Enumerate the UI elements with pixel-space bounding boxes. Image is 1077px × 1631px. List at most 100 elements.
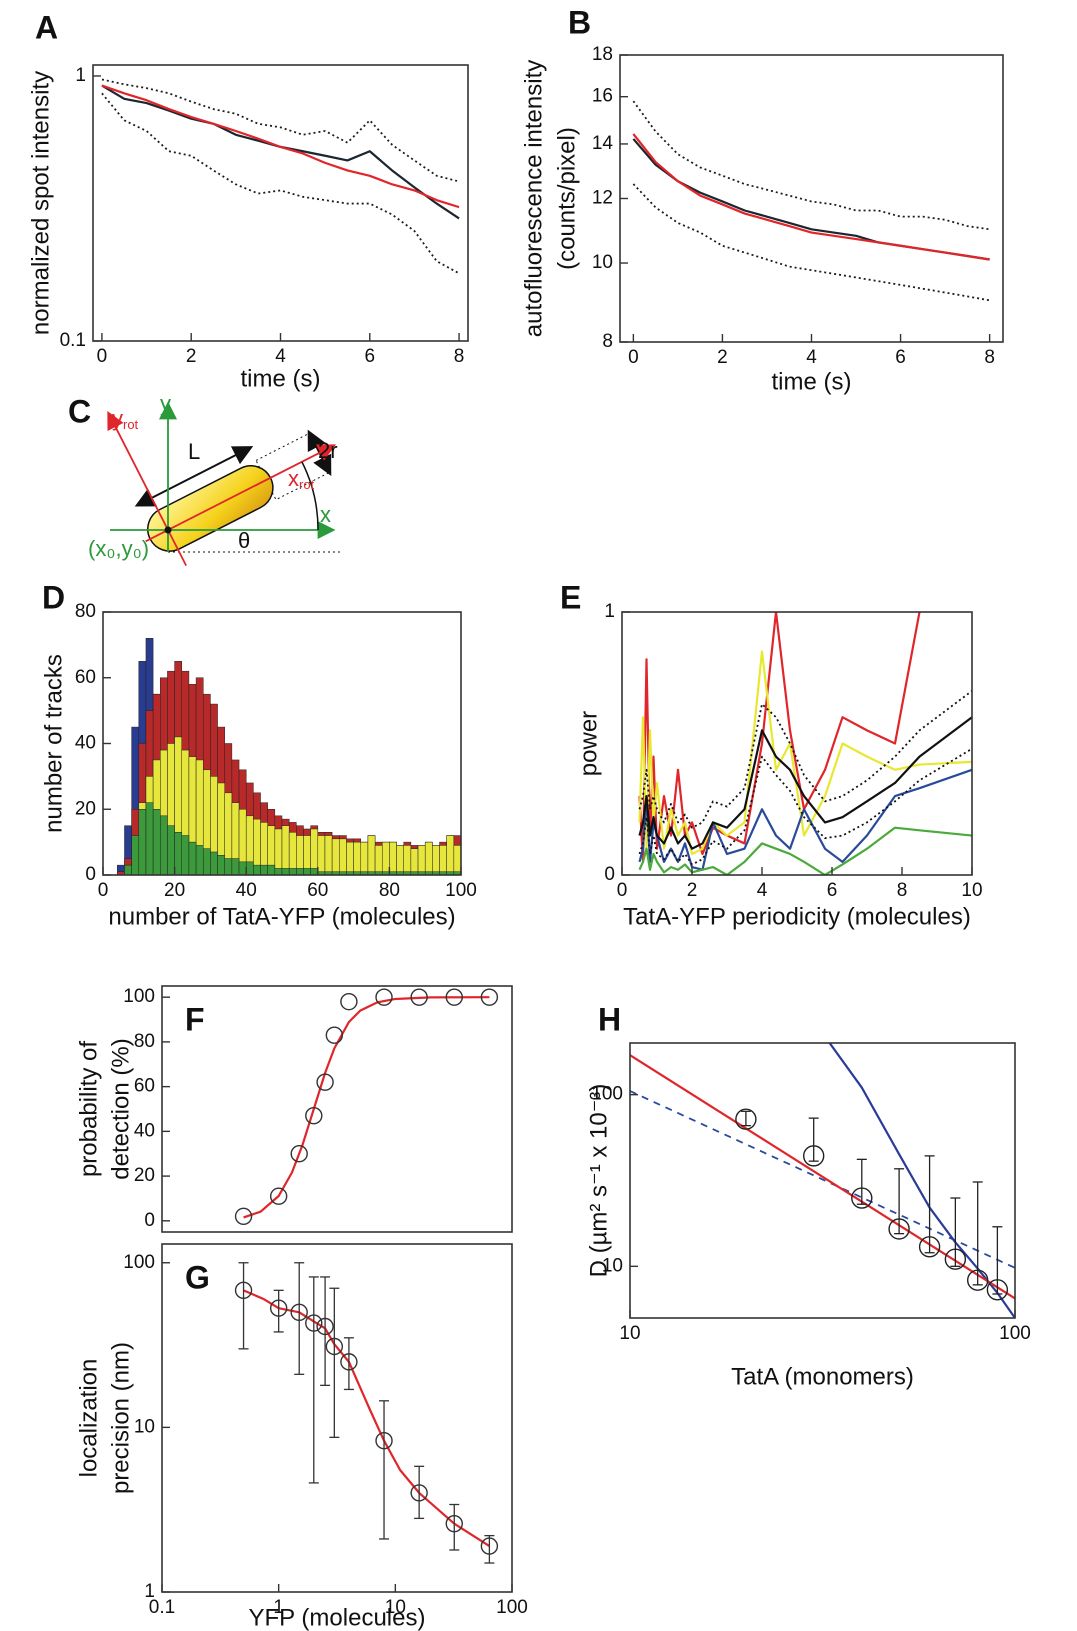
histogram-bar — [417, 845, 426, 875]
histogram-bar — [281, 825, 290, 875]
panel: 0 2 4 6 8 0.1 1 time (s) normalized spot intensi… — [27, 9, 469, 392]
series-line — [632, 100, 990, 231]
data-point — [375, 988, 393, 1006]
data-point — [269, 1299, 288, 1317]
y-tick-label: 40 — [75, 733, 96, 754]
x-tick-label: 100 — [999, 1323, 1031, 1344]
histogram-bar — [324, 835, 333, 875]
data-point — [966, 1269, 989, 1291]
data-point — [269, 1187, 288, 1205]
x-tick-label: 4 — [806, 347, 817, 368]
histogram-bar — [446, 835, 455, 875]
histogram-bar — [145, 802, 154, 875]
plot-frame — [161, 1243, 513, 1593]
histogram-bar — [389, 841, 397, 875]
y-axis-label: detection (%) — [107, 1038, 134, 1179]
y-axis-label: normalized spot intensity — [27, 71, 54, 335]
panel-label: F — [185, 1001, 205, 1037]
y-tick-label: 20 — [134, 1165, 155, 1186]
histogram-bar — [131, 835, 140, 875]
data-point — [480, 988, 499, 1006]
histogram-bar — [281, 868, 290, 875]
y-tick-label: 100 — [591, 1084, 623, 1105]
data-point — [234, 1207, 253, 1226]
plot-area — [101, 78, 460, 275]
data-point — [445, 1514, 463, 1533]
y-tick-label: 8 — [602, 331, 613, 352]
panel: 0 2 4 6 8 8 10 12 14 16 18 time (s) autofluorescence… — [520, 4, 1004, 395]
y-axis-label: number of tracks — [40, 654, 67, 833]
histogram-bar — [424, 841, 433, 875]
x-axis-label: number of TatA-YFP (molecules) — [108, 903, 455, 930]
panel: 0 20 40 60 80 100 probability of detection (%) F — [75, 985, 513, 1233]
plot-area — [117, 638, 461, 875]
histogram-bar — [339, 838, 347, 875]
data-point — [340, 1353, 358, 1371]
x-tick-label: 2 — [687, 880, 698, 901]
y-tick-label: 80 — [134, 1031, 155, 1052]
histogram-bar — [160, 815, 168, 875]
y-tick-label: 12 — [592, 188, 613, 209]
x-axis-label: TatA (monomers) — [731, 1363, 914, 1390]
y-rot-label: yrot — [112, 406, 139, 433]
series-line — [828, 1043, 1015, 1318]
y-tick-label: 100 — [123, 986, 155, 1007]
data-point — [480, 1537, 499, 1555]
y-tick-label: 60 — [134, 1076, 155, 1097]
histogram-bar — [432, 845, 440, 875]
x-tick-label: 8 — [984, 347, 995, 368]
angle-arc — [301, 461, 319, 531]
histogram-bar — [167, 825, 175, 875]
x-tick-label: 100 — [496, 1597, 528, 1618]
x-tick-label: 4 — [275, 346, 286, 367]
y-tick-label: 10 — [592, 252, 613, 273]
plot-area — [243, 996, 490, 1219]
series-line — [630, 1054, 1015, 1300]
series-line — [101, 92, 460, 275]
data-point — [851, 1187, 873, 1209]
y-tick-label: 1 — [144, 1581, 155, 1602]
panel-label: A — [35, 9, 58, 45]
y-axis-label: (counts/pixel) — [553, 127, 580, 270]
y-tick-label: 20 — [75, 798, 96, 819]
panel-label: C — [68, 393, 91, 429]
x-tick-label: 100 — [445, 880, 477, 901]
histogram-bar — [210, 851, 218, 875]
diagram-c: C yrot y L 2r xrot x (x₀,y₀) θ — [68, 391, 340, 567]
x-label: x — [320, 502, 331, 527]
x-axis-label: time (s) — [241, 365, 321, 392]
y-rot-axis — [107, 410, 187, 567]
histogram-bar — [439, 845, 447, 875]
y-axis-label: power — [575, 711, 602, 776]
data-point — [802, 1145, 825, 1167]
data-point — [305, 1314, 323, 1332]
x-tick-label: 10 — [961, 880, 982, 901]
panel: 0 2 4 6 8 10 0 1 TatA-YFP periodicity (molecules… — [560, 579, 983, 930]
panel-label: E — [560, 579, 581, 615]
x-tick-label: 0.1 — [149, 1597, 175, 1618]
histogram-bar — [124, 864, 132, 875]
y-tick-label: 1 — [604, 601, 615, 622]
histogram-bar — [310, 868, 319, 875]
histogram-bar — [296, 868, 304, 875]
histogram-bar — [188, 841, 197, 875]
data-point — [305, 1107, 323, 1125]
x-rot-text: x — [288, 466, 299, 491]
y-tick-label: 0 — [604, 864, 615, 885]
histogram-bar — [152, 809, 161, 875]
plot-area — [243, 1289, 490, 1548]
plot-frame — [629, 1042, 1016, 1319]
y-tick-label: 80 — [75, 601, 96, 622]
y-rot-text: y — [112, 406, 123, 431]
histogram-bar — [381, 841, 390, 875]
plot-frame — [619, 54, 1004, 343]
series-line — [638, 826, 972, 875]
y-tick-label: 16 — [592, 86, 613, 107]
y-tick-label: 10 — [134, 1416, 155, 1437]
x-tick-label: 6 — [827, 880, 838, 901]
x-tick-label: 10 — [385, 1597, 406, 1618]
data-point — [918, 1236, 941, 1258]
data-point — [944, 1248, 967, 1270]
length-arrow — [134, 446, 254, 507]
